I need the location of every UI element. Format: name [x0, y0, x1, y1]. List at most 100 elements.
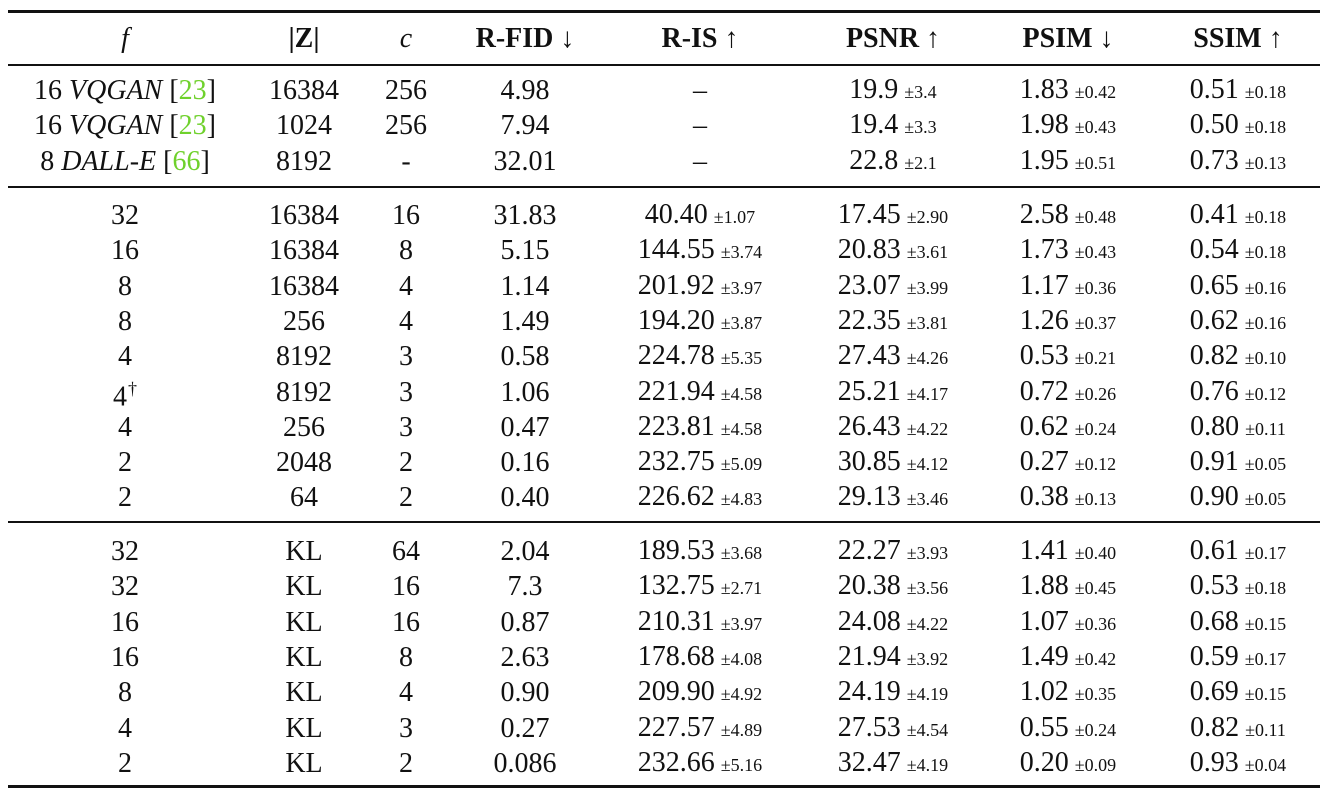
bracket-open: [: [162, 75, 179, 106]
cell-ssim: 0.90 ±0.05: [1190, 481, 1286, 515]
cell-f: 16 VQGAN [23]: [34, 75, 216, 107]
std-dev: ±4.89: [720, 719, 763, 740]
cell-value: 4: [118, 341, 132, 373]
std-dev: ±0.43: [1074, 242, 1117, 263]
cell-psnr: 19.9 ±3.4: [849, 74, 936, 108]
cell-c: 3: [399, 713, 413, 745]
cell-ssim: 0.69 ±0.15: [1190, 676, 1286, 710]
cell-value: 0.61: [1189, 535, 1239, 566]
std-dev: ±4.22: [906, 613, 949, 634]
cell-value: 0.51: [1189, 74, 1239, 105]
cell-psim: 2.58 ±0.48: [1020, 199, 1116, 233]
cell-ssim: 0.73 ±0.13: [1190, 145, 1286, 179]
std-dev: ±4.12: [906, 454, 949, 475]
cell-psnr: 19.4 ±3.3: [849, 109, 936, 143]
cell-value: 1024: [276, 110, 332, 142]
cell-value: 5.15: [500, 235, 550, 267]
cell-codebook-size: KL: [285, 642, 322, 674]
cell-codebook-size: 8192: [276, 377, 332, 409]
std-dev: ±3.56: [906, 578, 949, 599]
cell-value: KL: [285, 747, 323, 779]
cell-psnr: 22.8 ±2.1: [849, 145, 936, 179]
cell-ssim: 0.80 ±0.11: [1190, 411, 1286, 445]
std-dev: ±0.13: [1074, 489, 1117, 510]
std-dev: ±0.15: [1244, 684, 1287, 705]
cell-value: 0.54: [1189, 234, 1239, 266]
std-dev: ±4.58: [720, 418, 763, 439]
std-dev: ±0.24: [1074, 719, 1117, 740]
std-dev: ±0.21: [1074, 348, 1117, 369]
std-dev: ±0.13: [1244, 152, 1287, 173]
bracket-close: ]: [206, 110, 216, 142]
bracket-open: [: [162, 110, 179, 142]
cell-value: 23.07: [837, 269, 901, 301]
std-dev: ±4.19: [906, 684, 949, 705]
cell-r-fid: 0.90: [501, 677, 550, 709]
std-dev: ±3.87: [720, 312, 763, 333]
cell-value: 17.45: [837, 199, 901, 230]
cell-value: 24.19: [837, 676, 901, 708]
cell-value: KL: [285, 641, 323, 673]
cell-value: 0.59: [1189, 640, 1239, 672]
cell-value: 1.02: [1019, 676, 1069, 708]
cell-value: 0.27: [500, 712, 550, 744]
std-dev: ±0.16: [1244, 277, 1287, 298]
cell-codebook-size: KL: [285, 677, 322, 709]
std-dev: ±0.24: [1074, 418, 1117, 439]
std-dev: ±0.10: [1244, 348, 1287, 369]
header-c: c: [399, 23, 413, 54]
cell-value: 25.21: [837, 375, 901, 407]
cell-value: 2.63: [500, 641, 550, 673]
cell-value: 22.8: [849, 144, 899, 176]
cell-psnr: 22.27 ±3.93: [838, 535, 948, 569]
cell-value: 0.72: [1019, 375, 1069, 407]
cell-value: 4: [113, 381, 127, 412]
cell-value: 16: [111, 235, 139, 267]
cell-value: 1.06: [500, 376, 550, 408]
cell-codebook-size: 16384: [269, 75, 339, 107]
cell-f: 16 VQGAN [23]: [34, 110, 216, 142]
citation-link[interactable]: 23: [178, 110, 207, 142]
cell-value: KL: [285, 536, 323, 567]
cell-f: 4: [118, 341, 132, 373]
cell-r-is: 132.75 ±2.71: [638, 570, 762, 604]
cell-r-fid: 1.49: [501, 306, 550, 338]
citation-link[interactable]: 23: [178, 75, 207, 106]
cell-c: 256: [385, 110, 427, 142]
cell-c: 16: [392, 571, 420, 603]
cell-value: 0.27: [1019, 446, 1069, 478]
std-dev: ±3.81: [906, 312, 949, 333]
std-dev: ±0.48: [1074, 207, 1117, 227]
method-name: VQGAN: [69, 110, 163, 142]
std-dev: ±4.08: [720, 648, 763, 669]
cell-psim: 1.26 ±0.37: [1020, 305, 1116, 339]
cell-psnr: 22.35 ±3.81: [838, 305, 948, 339]
cell-r-is: –: [693, 110, 707, 142]
cell-psnr: 26.43 ±4.22: [838, 411, 948, 445]
cell-value: 1.26: [1019, 304, 1069, 336]
cell-value: KL: [285, 712, 323, 744]
cell-value: 224.78: [637, 340, 715, 372]
cell-value: –: [693, 75, 707, 106]
citation-link[interactable]: 66: [172, 145, 201, 177]
cell-value: 227.57: [637, 711, 715, 743]
cell-r-is: 221.94 ±4.58: [638, 376, 762, 410]
cell-value: 4: [399, 270, 413, 302]
cell-r-is: 224.78 ±5.35: [638, 340, 762, 374]
cell-r-fid: 1.14: [501, 271, 550, 303]
cell-r-fid: 2.04: [501, 536, 550, 568]
std-dev: ±3.68: [720, 543, 763, 563]
std-dev: ±2.71: [720, 578, 763, 599]
bottom-rule: [8, 785, 1320, 788]
cell-psim: 0.20 ±0.09: [1020, 747, 1116, 781]
std-dev: ±0.18: [1244, 242, 1287, 263]
cell-r-fid: 0.47: [501, 412, 550, 444]
cell-value: 0.90: [500, 677, 550, 709]
cell-f: 8: [118, 306, 132, 338]
cell-value: 20.38: [837, 570, 901, 602]
std-dev: ±0.26: [1074, 383, 1117, 404]
cell-value: 194.20: [637, 304, 715, 336]
cell-r-fid: 0.58: [501, 341, 550, 373]
cell-value: 2048: [276, 447, 332, 479]
